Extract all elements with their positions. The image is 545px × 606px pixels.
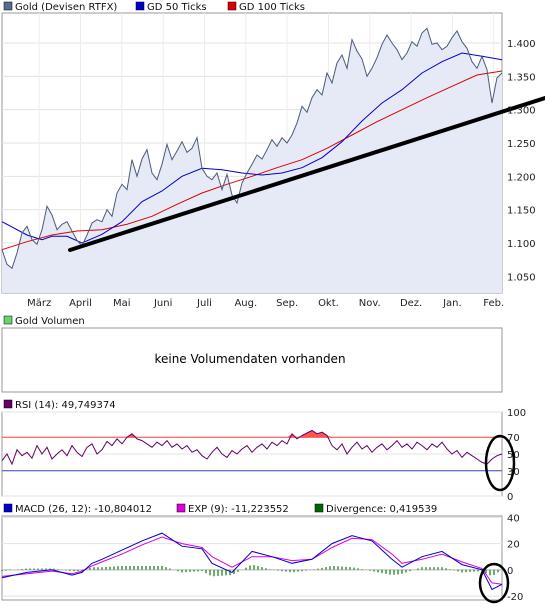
month-tick-label: Dez. xyxy=(400,298,422,309)
rsi-highlight-circle xyxy=(484,434,516,492)
rsi-y-tick-label: 0 xyxy=(507,492,513,503)
price-y-axis: 1.050 1.100 1.150 1.200 1.250 1.300 1.350 1.400 xyxy=(507,39,536,283)
price-area-fill xyxy=(2,28,502,294)
legend-swatch-exp xyxy=(176,503,186,513)
month-tick-label: März xyxy=(27,298,51,309)
month-tick-label: Feb. xyxy=(483,298,504,309)
support-trendline xyxy=(68,96,545,252)
month-tick-label: Juli xyxy=(196,298,212,309)
macd-y-tick-label: 40 xyxy=(507,513,520,524)
rsi-line xyxy=(1,429,503,466)
legend-label-exp: EXP (9): -11,223552 xyxy=(188,504,289,515)
price-y-tick-label: 1.400 xyxy=(507,39,536,50)
legend-swatch-gd100 xyxy=(227,1,237,11)
legend-label-rsi: RSI (14): 49,749374 xyxy=(15,400,116,411)
price-legend: Gold (Devisen RTFX) GD 50 Ticks GD 100 T… xyxy=(3,1,305,13)
legend-swatch-volume xyxy=(3,315,13,325)
legend-label-divergence: Divergence: 0,419539 xyxy=(326,504,437,515)
no-volume-message: keine Volumendaten vorhanden xyxy=(154,352,345,366)
legend-swatch-price xyxy=(3,1,13,11)
price-y-tick-label: 1.050 xyxy=(507,272,536,283)
legend-label-gd100: GD 100 Ticks xyxy=(239,2,305,13)
rsi-y-tick-label: 100 xyxy=(507,408,526,419)
rsi-y-tick-label: 70 xyxy=(507,433,520,444)
legend-label-gd50: GD 50 Ticks xyxy=(147,2,207,13)
price-y-tick-label: 1.350 xyxy=(507,72,536,83)
price-x-axis: März April Mai Juni Juli Aug. Sep. Okt. Nov. Dez.… xyxy=(27,298,504,309)
legend-swatch-gd50 xyxy=(135,1,145,11)
gd100-line xyxy=(1,70,503,251)
month-tick-label: Mai xyxy=(113,298,131,309)
price-y-tick-label: 1.300 xyxy=(507,106,536,117)
macd-line xyxy=(1,532,503,591)
legend-label-price: Gold (Devisen RTFX) xyxy=(15,2,117,13)
macd-panel: MACD (26, 12): -10,804012 EXP (9): -11,2… xyxy=(1,503,523,604)
legend-swatch-macd xyxy=(3,503,13,513)
price-y-tick-label: 1.100 xyxy=(507,239,536,250)
macd-highlight-circle xyxy=(478,562,510,604)
month-tick-label: April xyxy=(69,298,92,309)
legend-swatch-rsi xyxy=(3,399,13,409)
price-line xyxy=(1,27,503,270)
month-tick-label: Aug. xyxy=(234,298,257,309)
volume-panel: Gold Volumen keine Volumendaten vorhande… xyxy=(1,315,503,393)
legend-swatch-divergence xyxy=(314,503,324,513)
macd-y-axis: -20 0 20 40 xyxy=(507,513,523,603)
macd-y-tick-label: -20 xyxy=(507,592,523,603)
macd-y-tick-label: 20 xyxy=(507,540,520,551)
gd50-line xyxy=(1,52,503,244)
macd-y-tick-label: 0 xyxy=(507,566,513,577)
month-tick-label: Nov. xyxy=(359,298,381,309)
volume-plot-frame xyxy=(1,327,503,393)
price-y-tick-label: 1.250 xyxy=(507,139,536,150)
legend-label-volume: Gold Volumen xyxy=(15,316,85,327)
month-tick-label: Juni xyxy=(153,298,172,309)
month-tick-label: Jan. xyxy=(442,298,462,309)
price-panel: Gold (Devisen RTFX) GD 50 Ticks GD 100 T… xyxy=(1,1,545,309)
price-y-tick-label: 1.150 xyxy=(507,206,536,217)
month-tick-label: Okt. xyxy=(318,298,339,309)
month-tick-label: Sep. xyxy=(276,298,298,309)
price-y-tick-label: 1.200 xyxy=(507,172,536,183)
legend-label-macd: MACD (26, 12): -10,804012 xyxy=(15,504,152,515)
exp-line xyxy=(1,536,503,585)
divergence-bars xyxy=(1,565,499,577)
